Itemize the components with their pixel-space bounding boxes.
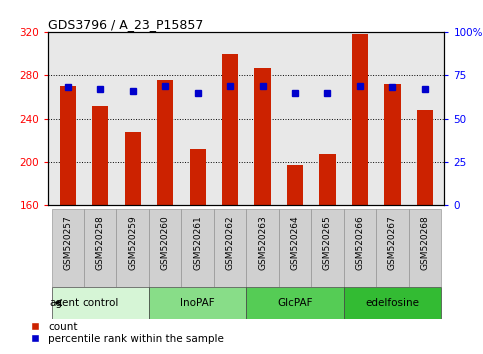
Text: GSM520267: GSM520267	[388, 215, 397, 270]
Bar	[344, 287, 441, 319]
Bar	[84, 209, 116, 287]
Bar	[60, 86, 76, 205]
Bar	[52, 209, 84, 287]
Text: GlcPAF: GlcPAF	[277, 298, 313, 308]
Text: GSM520265: GSM520265	[323, 215, 332, 270]
Bar	[246, 209, 279, 287]
Text: GSM520260: GSM520260	[161, 215, 170, 270]
Text: GSM520257: GSM520257	[63, 215, 72, 270]
Bar	[125, 132, 141, 205]
Bar	[279, 209, 311, 287]
Bar	[384, 84, 400, 205]
Bar	[344, 209, 376, 287]
Text: GSM520259: GSM520259	[128, 215, 137, 270]
Text: GSM520261: GSM520261	[193, 215, 202, 270]
Bar	[149, 209, 182, 287]
Bar	[417, 110, 433, 205]
Text: GSM520268: GSM520268	[420, 215, 429, 270]
Text: control: control	[82, 298, 118, 308]
Bar	[311, 209, 344, 287]
Bar	[287, 165, 303, 205]
Bar	[222, 53, 238, 205]
Legend: count, percentile rank within the sample: count, percentile rank within the sample	[29, 322, 224, 344]
Text: GSM520262: GSM520262	[226, 215, 235, 270]
Bar	[352, 34, 368, 205]
Text: edelfosine: edelfosine	[366, 298, 419, 308]
Text: GSM520258: GSM520258	[96, 215, 105, 270]
Bar	[116, 209, 149, 287]
Bar	[52, 287, 149, 319]
Bar	[214, 209, 246, 287]
Text: agent: agent	[49, 298, 79, 308]
Text: GSM520266: GSM520266	[355, 215, 365, 270]
Bar	[376, 209, 409, 287]
Text: GDS3796 / A_23_P15857: GDS3796 / A_23_P15857	[48, 18, 204, 31]
Bar	[409, 209, 441, 287]
Bar	[92, 105, 108, 205]
Text: GSM520263: GSM520263	[258, 215, 267, 270]
Bar	[182, 209, 214, 287]
Bar	[255, 68, 270, 205]
Bar	[149, 287, 246, 319]
Bar	[157, 80, 173, 205]
Text: InoPAF: InoPAF	[180, 298, 215, 308]
Text: GSM520264: GSM520264	[291, 215, 299, 270]
Bar	[246, 287, 344, 319]
Bar	[189, 149, 206, 205]
Bar	[319, 154, 336, 205]
